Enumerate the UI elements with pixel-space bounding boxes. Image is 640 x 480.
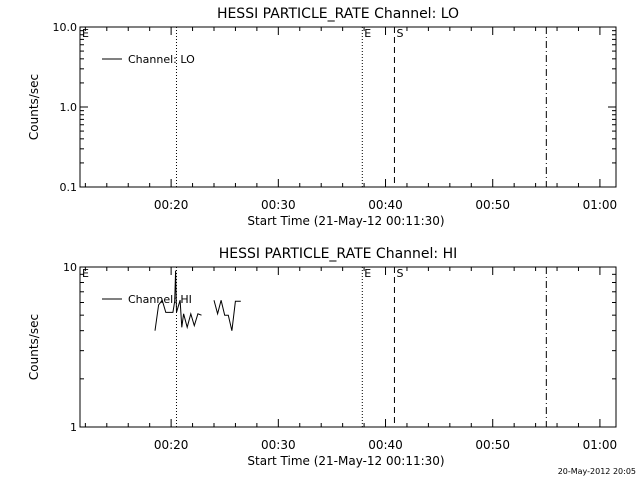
- lo-channel-panel: HESSI PARTICLE_RATE Channel: LO Counts/se…: [27, 6, 617, 228]
- chart-title: HESSI PARTICLE_RATE Channel: HI: [219, 246, 457, 262]
- y-tick-label: 1.0: [60, 101, 78, 114]
- x-tick-label: 01:00: [583, 198, 618, 212]
- event-marker-label: E: [82, 267, 89, 280]
- generation-timestamp: 20-May-2012 20:05: [558, 467, 636, 476]
- event-marker-label: E: [364, 267, 371, 280]
- hi-channel-panel: HESSI PARTICLE_RATE Channel: HI Counts/se…: [27, 246, 617, 468]
- y-tick-label: 10.0: [53, 21, 78, 34]
- x-tick-label: 00:50: [475, 198, 510, 212]
- y-axis-label: Counts/sec: [27, 314, 41, 380]
- y-tick-label: 0.1: [60, 181, 78, 194]
- event-marker-label: S: [396, 27, 403, 40]
- plot-frame: [79, 266, 617, 428]
- event-marker-label: E: [364, 27, 371, 40]
- x-tick-label: 00:30: [261, 438, 296, 452]
- y-axis-label: Counts/sec: [27, 74, 41, 140]
- y-tick-label: 1: [70, 421, 77, 434]
- series-line-channel-hi: [213, 300, 241, 331]
- x-tick-label: 00:40: [368, 438, 403, 452]
- x-tick-label: 00:20: [154, 198, 189, 212]
- event-marker-label: E: [82, 27, 89, 40]
- series-line-channel-hi: [154, 270, 202, 331]
- x-tick-label: 01:00: [583, 438, 618, 452]
- x-tick-label: 00:40: [368, 198, 403, 212]
- legend-label: Channel: HI: [128, 293, 192, 306]
- x-axis-label: Start Time (21-May-12 00:11:30): [247, 454, 444, 468]
- x-axis-label: Start Time (21-May-12 00:11:30): [247, 214, 444, 228]
- x-tick-label: 00:30: [261, 198, 296, 212]
- legend-label: Channel: LO: [128, 53, 195, 66]
- chart-title: HESSI PARTICLE_RATE Channel: LO: [217, 6, 459, 22]
- event-marker-label: S: [396, 267, 403, 280]
- y-tick-label: 10: [63, 261, 77, 274]
- x-tick-label: 00:20: [154, 438, 189, 452]
- plot-frame: [79, 26, 617, 188]
- x-tick-label: 00:50: [475, 438, 510, 452]
